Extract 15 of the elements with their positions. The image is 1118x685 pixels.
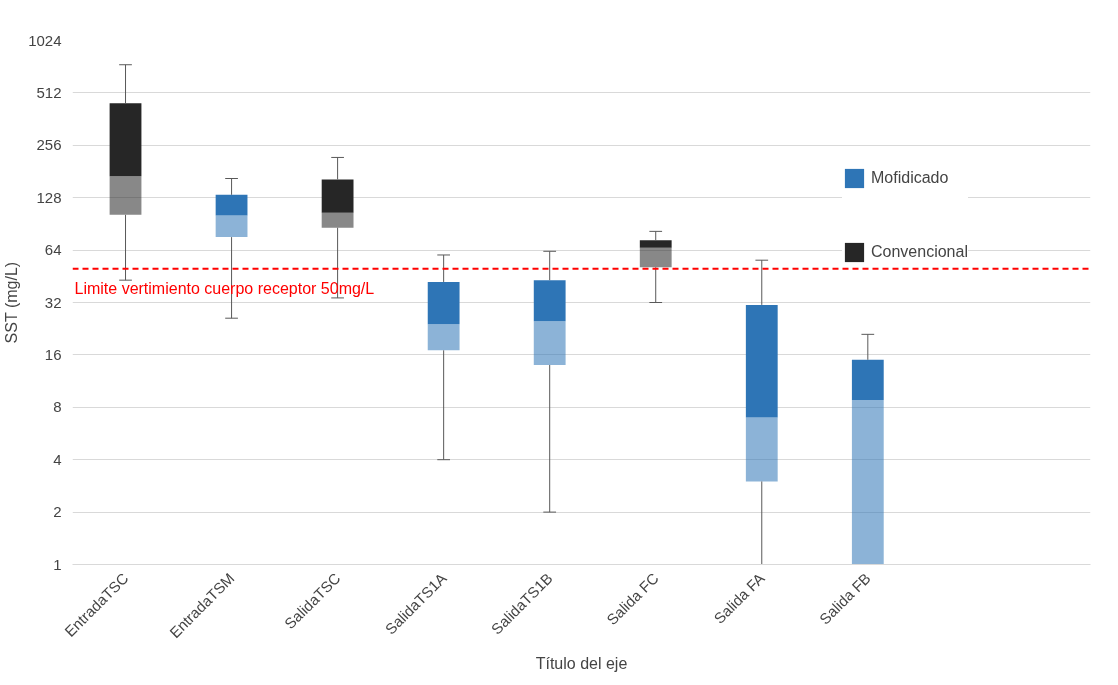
y-tick-label: 8 [53,398,62,416]
y-tick-label: 1024 [28,31,62,49]
y-tick-label: 2 [53,503,62,521]
y-tick-label: 4 [53,450,62,468]
y-tick-label: 512 [36,83,62,101]
x-axis-title: Título del eje [535,655,628,673]
legend-label: Convencional [871,243,968,261]
y-tick-label: 128 [36,188,62,206]
y-axis-title: SST (mg/L) [3,261,21,344]
y-tick-label: 256 [36,136,62,154]
y-tick-label: 64 [44,241,62,259]
y-tick-label: 16 [44,345,62,363]
y-tick-label: 1 [53,555,62,573]
legend-label: Mofidicado [871,169,949,187]
y-tick-label: 32 [44,293,62,311]
